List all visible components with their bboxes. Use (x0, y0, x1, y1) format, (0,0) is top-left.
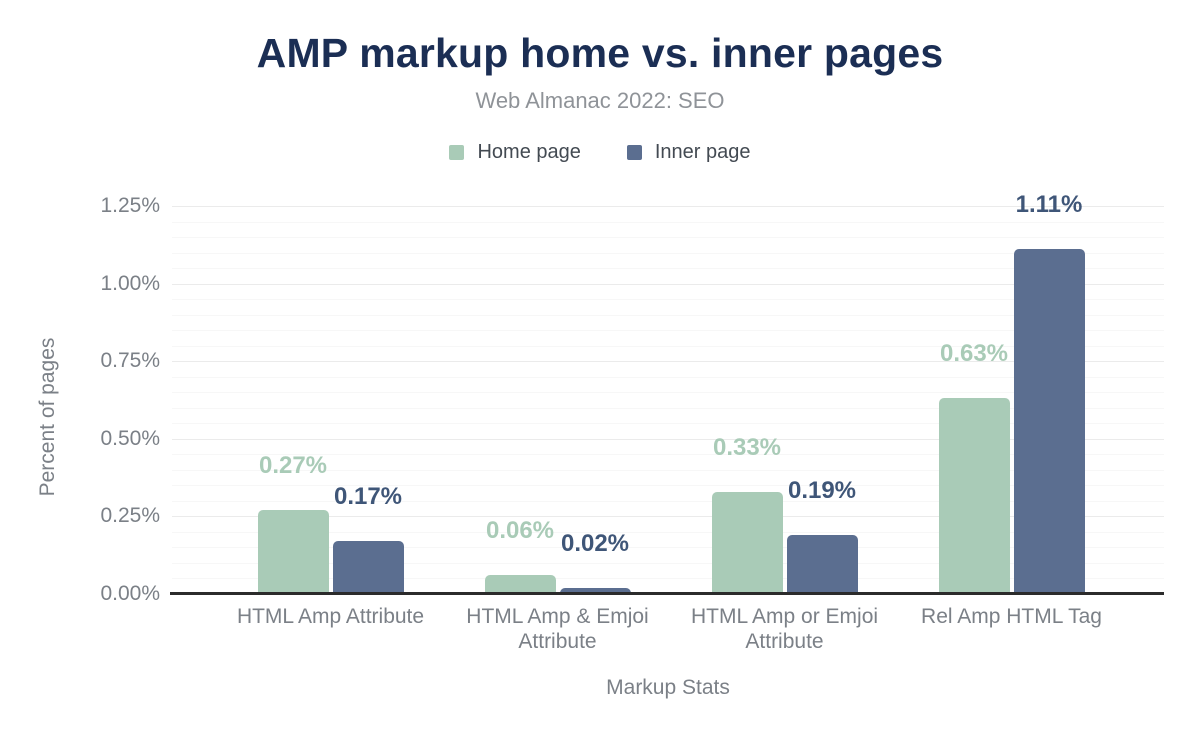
bar-home-page (938, 398, 1010, 594)
chart-subtitle: Web Almanac 2022: SEO (475, 88, 725, 113)
bar-value-label: 0.06% (485, 517, 555, 545)
gridline-minor (172, 345, 1164, 347)
bar-inner-page (332, 541, 404, 594)
x-category-label: Rel Amp HTML Tag (921, 605, 1102, 628)
y-tick-label: 0.75% (100, 349, 160, 373)
gridline-minor (172, 314, 1164, 316)
legend-label-inner-page: Inner page (654, 141, 751, 163)
bar-inner-page (1013, 249, 1085, 594)
gridline-minor (172, 531, 1164, 533)
gridline-minor (172, 407, 1164, 409)
gridline-major (172, 438, 1164, 440)
plot-area: 0.00% 0.25% 0.50% 0.75% 1.00% 1.25% 0.27% 0.17%… (100, 191, 1164, 653)
bar-home-page (484, 575, 556, 594)
gridline-minor (172, 392, 1164, 394)
gridline-minor (172, 454, 1164, 456)
gridline-minor (172, 268, 1164, 270)
gridline-major (172, 361, 1164, 363)
y-tick-label: 1.00% (100, 271, 160, 295)
legend-item-inner-page: Inner page (626, 141, 751, 164)
gridline-major (172, 516, 1164, 518)
bar-value-label: 0.19% (787, 477, 857, 505)
bar-value-label: 0.27% (258, 452, 328, 480)
x-category-label: HTML Amp or Emjoi Attribute (690, 605, 879, 654)
bar-inner-page (559, 587, 631, 594)
gridline-minor (172, 237, 1164, 239)
x-axis-title: Markup Stats (606, 676, 730, 699)
bar-value-label: 0.02% (560, 529, 630, 557)
bar-value-label: 0.33% (712, 433, 782, 461)
x-category-label: HTML Amp Attribute (236, 605, 425, 628)
gridline-minor (172, 547, 1164, 549)
bar-value-label: 1.11% (1015, 191, 1083, 219)
x-axis-line (170, 592, 1164, 595)
bar-home-page (257, 510, 329, 594)
gridline-major (172, 283, 1164, 285)
chart-title: AMP markup home vs. inner pages (256, 30, 944, 76)
y-tick-label: 0.25% (100, 504, 160, 528)
gridline-minor (172, 221, 1164, 223)
x-category-label: HTML Amp & Emjoi Attribute (466, 605, 649, 654)
gridline-minor (172, 423, 1164, 425)
bar-home-page (711, 491, 783, 594)
legend: Home page Inner page (0, 141, 1200, 164)
legend-label-home-page: Home page (477, 141, 581, 163)
y-tick-label: 0.00% (100, 582, 160, 605)
bar-value-label: 0.17% (333, 483, 403, 511)
legend-swatch-inner-page (626, 145, 642, 160)
gridline-minor (172, 330, 1164, 332)
legend-item-home-page: Home page (449, 141, 581, 164)
bar-inner-page (786, 535, 858, 594)
gridline-minor (172, 376, 1164, 378)
legend-swatch-home-page (449, 145, 465, 160)
gridline-minor (172, 299, 1164, 301)
gridline-minor (172, 500, 1164, 502)
gridline-minor (172, 469, 1164, 471)
gridline-minor (172, 578, 1164, 580)
y-axis-title: Percent of pages (36, 337, 59, 497)
gridline-minor (172, 562, 1164, 564)
bar-value-label: 0.63% (939, 340, 1009, 368)
y-tick-label: 0.50% (100, 426, 160, 450)
gridline-major (172, 206, 1164, 207)
gridline-minor (172, 252, 1164, 254)
y-tick-label: 1.25% (100, 194, 160, 217)
gridline-minor (172, 485, 1164, 487)
